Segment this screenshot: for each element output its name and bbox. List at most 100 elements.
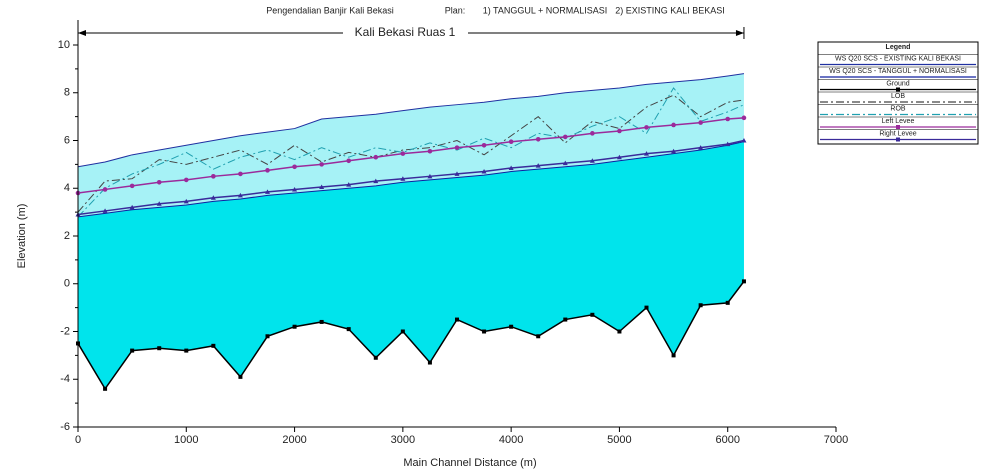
marker [482,329,487,334]
marker [454,145,460,150]
marker [536,334,541,339]
x-axis-label: Main Channel Distance (m) [403,457,536,469]
marker [508,165,514,170]
y-tick-label: 10 [58,39,70,51]
legend-marker [896,125,900,129]
chart-title: Plan: [445,5,466,15]
x-tick-label: 0 [75,434,81,446]
x-tick-label: 4000 [499,434,523,446]
marker [210,195,216,200]
series-line [77,73,745,168]
series-line [77,94,745,213]
marker [237,192,243,198]
marker [454,171,460,176]
marker [346,182,352,187]
marker [156,179,162,185]
marker [508,139,514,144]
marker [671,122,676,128]
marker [400,151,406,156]
series-line [77,141,745,218]
marker [535,137,541,142]
marker [238,374,243,379]
x-tick-label: 1000 [174,434,198,446]
marker [698,303,703,308]
y-tick-label: 0 [64,278,70,290]
marker [535,163,541,168]
marker [481,169,487,174]
legend-label: Left Levee [882,118,915,125]
marker [563,317,568,322]
legend-label: WS Q20 SCS - TANGGUL + NORMALISASI [829,68,967,75]
y-tick-label: -2 [60,325,70,337]
marker [509,324,514,329]
marker [617,329,622,334]
x-tick-label: 7000 [824,434,848,446]
marker [211,174,216,179]
marker [265,168,270,173]
marker [265,334,270,339]
marker [184,348,189,353]
marker [590,312,595,317]
legend-label: ROB [890,105,906,112]
y-tick-label: -6 [60,421,70,433]
legend-label: LOB [891,93,905,100]
marker [346,327,351,332]
x-tick-label: 6000 [715,434,739,446]
marker [373,178,379,184]
marker [698,120,703,125]
marker [103,386,108,391]
y-axis-label: Elevation (m) [16,204,28,269]
marker [741,279,746,284]
marker [427,360,432,365]
x-tick-label: 5000 [607,434,631,446]
marker [292,186,298,192]
marker [562,160,568,166]
chart-title: 1) TANGGUL + NORMALISASI [483,5,608,15]
marker [265,189,270,194]
marker [741,115,747,121]
marker [319,184,325,190]
legend-marker [896,87,900,92]
marker [725,116,731,122]
marker [671,148,677,154]
legend-label: Right Levee [879,130,916,137]
y-tick-label: 8 [64,87,70,99]
legend-label: Ground [886,80,909,87]
legend-label: WS Q20 SCS - EXISTING KALI BEKASI [835,55,961,62]
y-tick-label: 4 [64,182,70,194]
marker [346,158,352,164]
marker [319,162,324,167]
marker [292,164,297,170]
marker [427,173,433,179]
x-tick-label: 2000 [282,434,306,446]
fills [78,73,744,389]
marker [427,148,433,154]
marker [616,154,622,160]
marker [183,177,189,183]
marker [183,198,189,204]
marker [130,348,135,353]
lines [75,73,747,391]
marker [481,142,487,148]
marker [400,329,405,334]
marker [725,300,730,305]
legend-marker [896,137,900,142]
marker [238,171,243,177]
marker [455,317,459,322]
marker [373,154,379,160]
marker [292,324,297,329]
marker [129,183,135,189]
marker [617,128,622,134]
y-tick-label: -4 [60,373,70,385]
chart-title: Pengendalian Banjir Kali Bekasi [266,5,394,15]
legend-title: Legend [886,44,911,51]
x-tick-label: 3000 [391,434,415,446]
series-line [77,117,745,194]
marker [741,138,747,143]
marker [698,145,704,150]
marker [373,355,378,360]
marker [590,131,595,136]
reach-label: Kali Bekasi Ruas 1 [355,25,456,39]
marker [319,319,324,324]
